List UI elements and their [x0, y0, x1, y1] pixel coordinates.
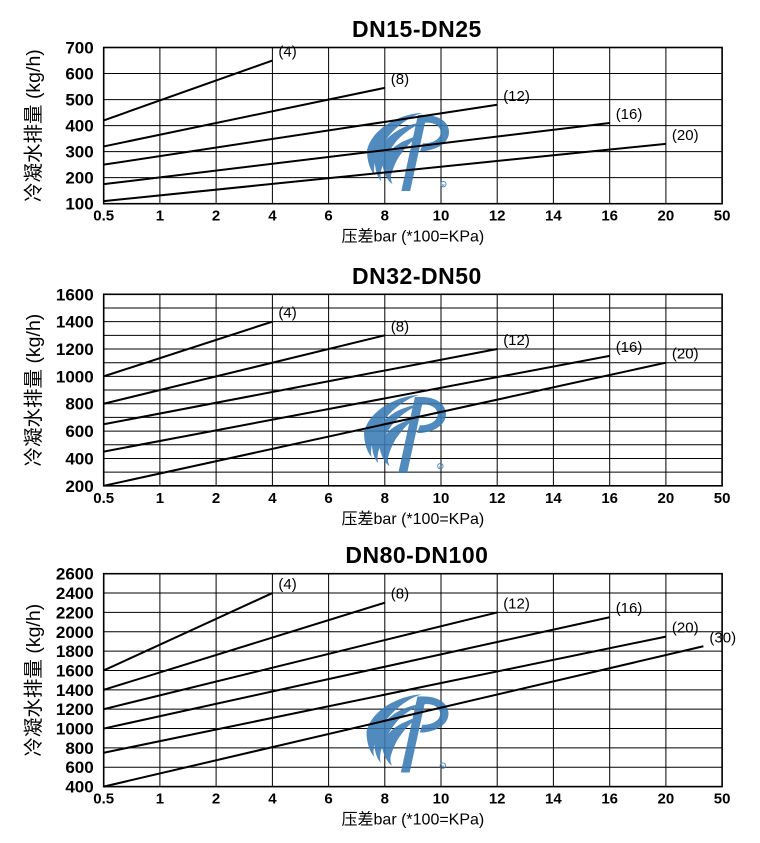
svg-text:1200: 1200 [56, 340, 94, 359]
svg-text:(16): (16) [616, 600, 643, 617]
svg-text:压差bar (*100=KPa): 压差bar (*100=KPa) [342, 510, 485, 528]
svg-text:(20): (20) [672, 346, 699, 363]
svg-text:DN32-DN50: DN32-DN50 [352, 263, 482, 289]
svg-text:4: 4 [268, 490, 277, 507]
svg-text:16: 16 [601, 490, 618, 507]
svg-text:4: 4 [268, 208, 277, 225]
svg-text:DN80-DN100: DN80-DN100 [345, 542, 488, 568]
svg-text:10: 10 [433, 208, 450, 225]
svg-text:2200: 2200 [56, 603, 94, 622]
svg-text:4: 4 [268, 791, 277, 808]
svg-text:700: 700 [65, 39, 93, 58]
svg-text:400: 400 [65, 117, 93, 136]
svg-text:1000: 1000 [56, 720, 94, 739]
svg-text:R: R [442, 183, 445, 187]
svg-text:冷凝水排量 (kg/h): 冷凝水排量 (kg/h) [23, 604, 45, 757]
svg-text:600: 600 [65, 758, 93, 777]
svg-text:1600: 1600 [56, 285, 94, 304]
svg-text:12: 12 [489, 791, 506, 808]
svg-text:400: 400 [65, 778, 93, 797]
svg-text:400: 400 [65, 449, 93, 468]
svg-text:(20): (20) [672, 620, 699, 637]
svg-text:8: 8 [381, 208, 389, 225]
svg-text:1400: 1400 [56, 681, 94, 700]
svg-text:8: 8 [381, 791, 389, 808]
svg-text:10: 10 [433, 490, 450, 507]
svg-text:600: 600 [65, 65, 93, 84]
svg-text:(4): (4) [278, 44, 296, 61]
svg-text:(12): (12) [503, 332, 530, 349]
svg-text:DN15-DN25: DN15-DN25 [352, 16, 482, 42]
svg-text:8: 8 [381, 490, 389, 507]
svg-text:50: 50 [714, 208, 731, 225]
svg-text:600: 600 [65, 422, 93, 441]
svg-text:500: 500 [65, 91, 93, 110]
svg-text:(8): (8) [391, 318, 409, 335]
svg-text:2000: 2000 [56, 623, 94, 642]
svg-text:1: 1 [156, 791, 164, 808]
svg-text:冷凝水排量 (kg/h): 冷凝水排量 (kg/h) [23, 314, 45, 467]
svg-text:20: 20 [658, 490, 675, 507]
svg-text:2: 2 [212, 490, 220, 507]
svg-text:冷凝水排量 (kg/h): 冷凝水排量 (kg/h) [23, 49, 45, 202]
svg-text:14: 14 [545, 208, 562, 225]
svg-text:800: 800 [65, 739, 93, 758]
svg-text:1: 1 [156, 490, 164, 507]
svg-text:50: 50 [714, 791, 731, 808]
svg-text:1000: 1000 [56, 367, 94, 386]
svg-text:14: 14 [545, 791, 562, 808]
svg-text:0.5: 0.5 [93, 208, 114, 225]
svg-text:(20): (20) [672, 127, 699, 144]
svg-text:1800: 1800 [56, 642, 94, 661]
svg-text:14: 14 [545, 490, 562, 507]
svg-text:(30): (30) [709, 629, 736, 646]
svg-text:16: 16 [601, 791, 618, 808]
svg-text:压差bar (*100=KPa): 压差bar (*100=KPa) [342, 811, 485, 829]
svg-text:压差bar (*100=KPa): 压差bar (*100=KPa) [342, 228, 485, 246]
svg-text:R: R [442, 765, 445, 769]
svg-text:(8): (8) [391, 586, 409, 603]
svg-text:6: 6 [324, 490, 332, 507]
svg-text:50: 50 [714, 490, 731, 507]
svg-text:300: 300 [65, 143, 93, 162]
svg-text:800: 800 [65, 395, 93, 414]
svg-text:0.5: 0.5 [93, 490, 114, 507]
svg-text:200: 200 [65, 169, 93, 188]
svg-text:R: R [439, 465, 442, 469]
svg-text:12: 12 [489, 208, 506, 225]
svg-text:(4): (4) [278, 576, 296, 593]
svg-text:1: 1 [156, 208, 164, 225]
svg-text:6: 6 [324, 791, 332, 808]
svg-text:12: 12 [489, 490, 506, 507]
svg-text:1200: 1200 [56, 700, 94, 719]
svg-text:(12): (12) [503, 595, 530, 612]
svg-text:1400: 1400 [56, 313, 94, 332]
svg-text:6: 6 [324, 208, 332, 225]
svg-text:20: 20 [658, 208, 675, 225]
svg-text:2: 2 [212, 791, 220, 808]
svg-text:2600: 2600 [56, 565, 94, 584]
svg-text:(16): (16) [616, 106, 643, 123]
svg-text:(8): (8) [391, 71, 409, 88]
svg-text:0.5: 0.5 [93, 791, 114, 808]
svg-text:100: 100 [65, 195, 93, 214]
svg-text:(4): (4) [278, 305, 296, 322]
svg-text:(12): (12) [503, 88, 530, 105]
svg-text:2400: 2400 [56, 584, 94, 603]
svg-text:2: 2 [212, 208, 220, 225]
svg-text:200: 200 [65, 477, 93, 496]
svg-text:20: 20 [658, 791, 675, 808]
svg-text:16: 16 [601, 208, 618, 225]
svg-text:10: 10 [433, 791, 450, 808]
svg-text:(16): (16) [616, 339, 643, 356]
svg-text:1600: 1600 [56, 662, 94, 681]
